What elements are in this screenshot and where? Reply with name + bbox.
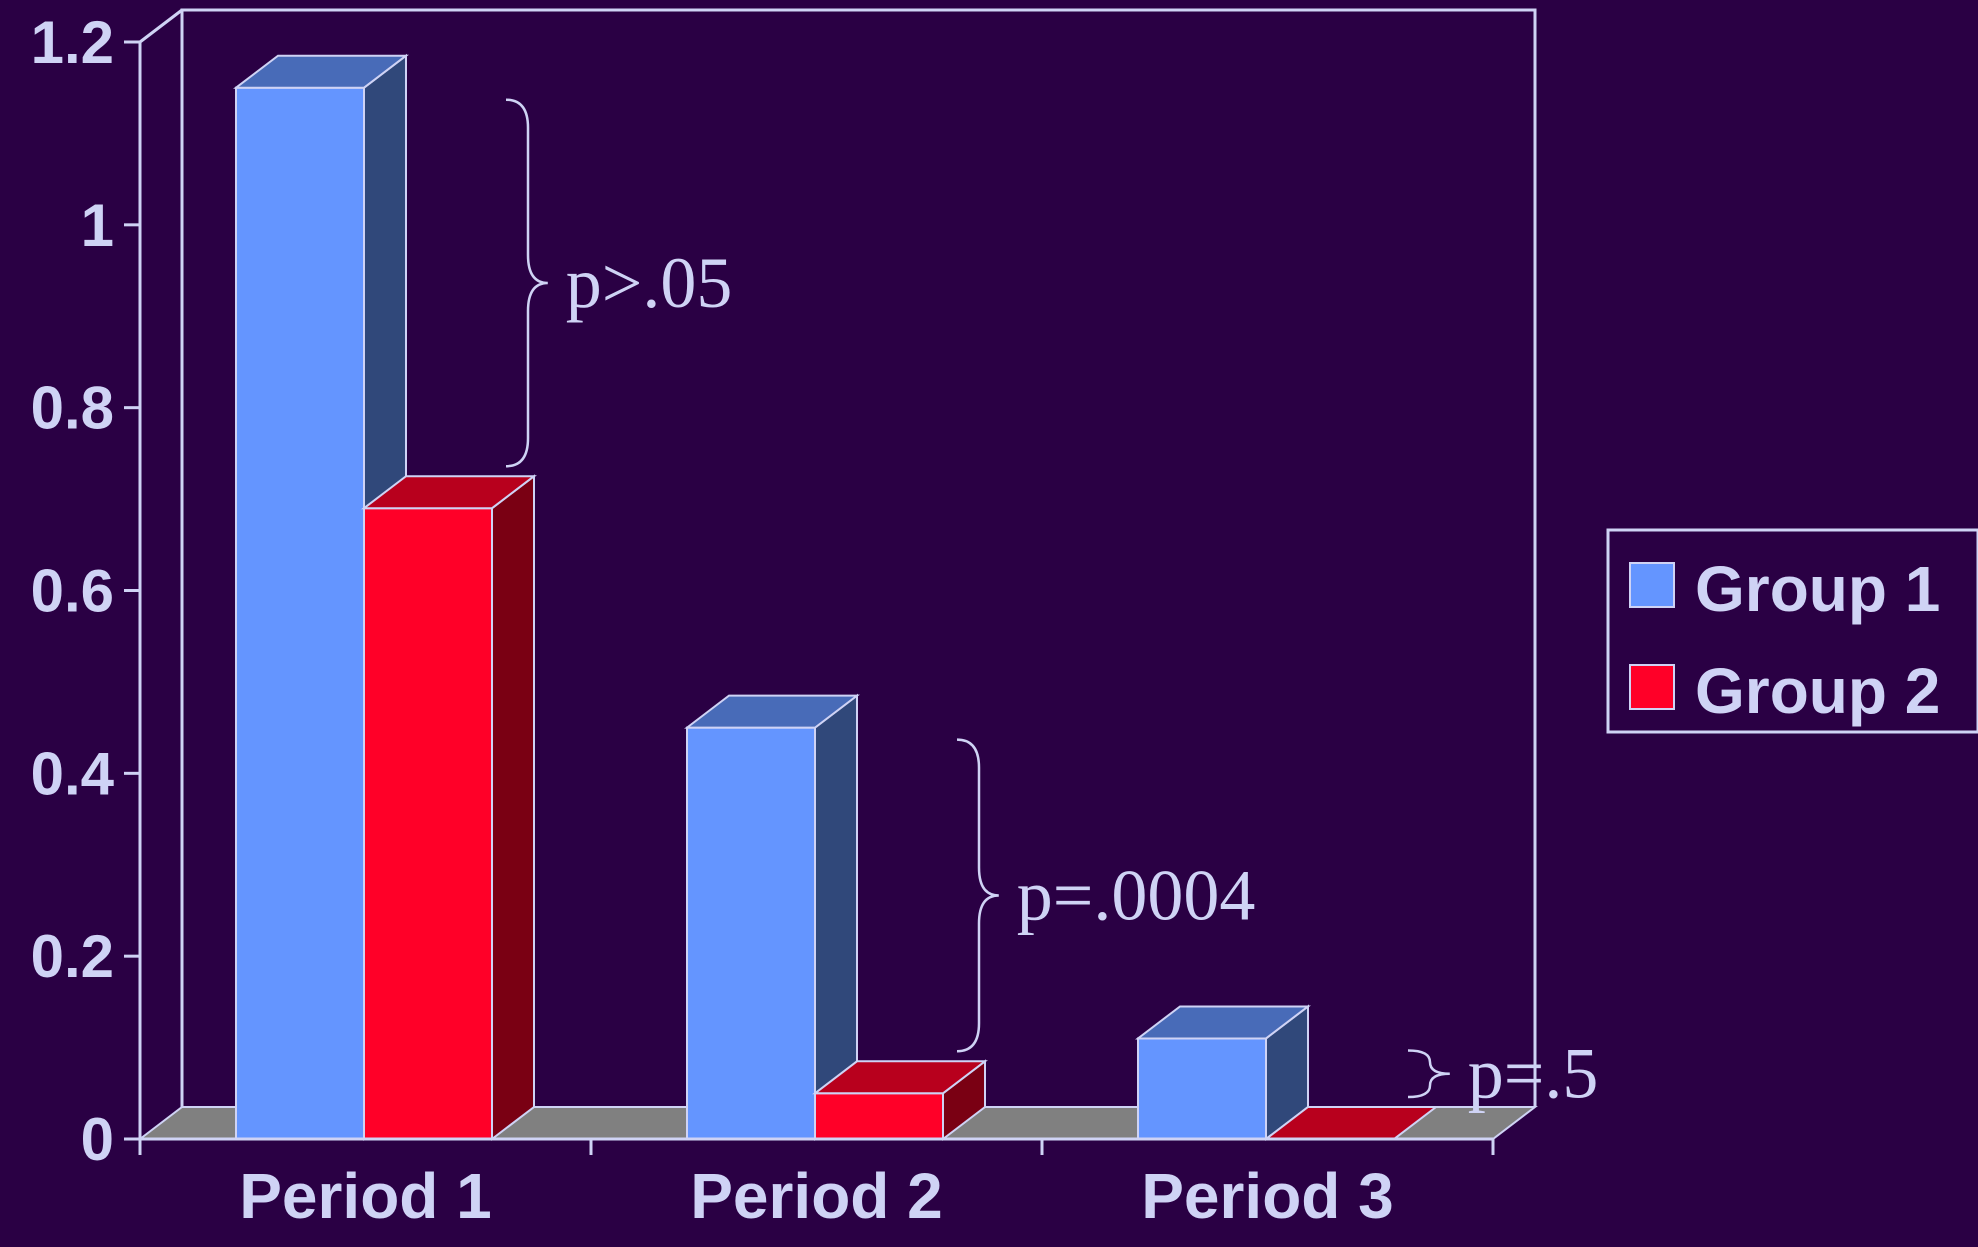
bar-front [686, 726, 816, 1140]
bar-front [235, 86, 365, 1140]
y-axis-top-edge [139, 8, 183, 44]
bar-top [1135, 1005, 1311, 1040]
legend: Group 1 Group 2 [1606, 528, 1978, 734]
y-tick-label: 0.8 [31, 375, 114, 442]
significance-brace [505, 98, 548, 468]
y-axis: 0 0.2 0.4 0.6 0.8 1 1.2 [31, 8, 183, 1173]
bar-side [491, 474, 535, 1142]
bar-front [1137, 1037, 1267, 1140]
p-value-label: p=.5 [1468, 1034, 1599, 1114]
plot-frame [180, 8, 1537, 1107]
y-tick-label: 0.6 [31, 558, 114, 625]
legend-box [1606, 528, 1978, 734]
y-tick-label: 1.2 [31, 9, 114, 76]
bar-top [361, 475, 537, 510]
y-tick-label: 0 [81, 1106, 114, 1173]
bar-top [812, 1060, 988, 1095]
bar-group-2-period-2 [812, 1059, 988, 1142]
x-tick-label: Period 2 [690, 1160, 943, 1232]
significance-brace [956, 738, 999, 1053]
legend-label-group-1: Group 1 [1695, 553, 1940, 625]
annotations: p>.05 p=.0004 p=.5 [505, 98, 1599, 1114]
significance-brace [1407, 1049, 1450, 1099]
y-tick-label: 0.2 [31, 923, 114, 990]
bar-top [684, 694, 860, 729]
p-value-label: p=.0004 [1017, 855, 1256, 935]
legend-swatch-group-2 [1629, 664, 1675, 710]
y-tick-label: 1 [81, 192, 114, 259]
bar-group-1-period-3 [1135, 1004, 1311, 1142]
bar-front [814, 1092, 944, 1140]
x-tick-label: Period 1 [239, 1160, 492, 1232]
bar-group-1-period-2 [684, 693, 860, 1142]
legend-label-group-2: Group 2 [1695, 655, 1940, 727]
bar-top [233, 54, 409, 89]
x-tick-label: Period 3 [1141, 1160, 1394, 1232]
x-axis: Period 1 Period 2 Period 3 [138, 1137, 1495, 1232]
back-wall [180, 8, 1537, 1107]
bar-group-2-period-1 [361, 474, 537, 1142]
bars [233, 53, 1439, 1142]
y-tick-label: 0.4 [31, 740, 115, 807]
legend-swatch-group-1 [1629, 562, 1675, 608]
bar-front [363, 507, 493, 1141]
p-value-label: p>.05 [566, 243, 733, 323]
